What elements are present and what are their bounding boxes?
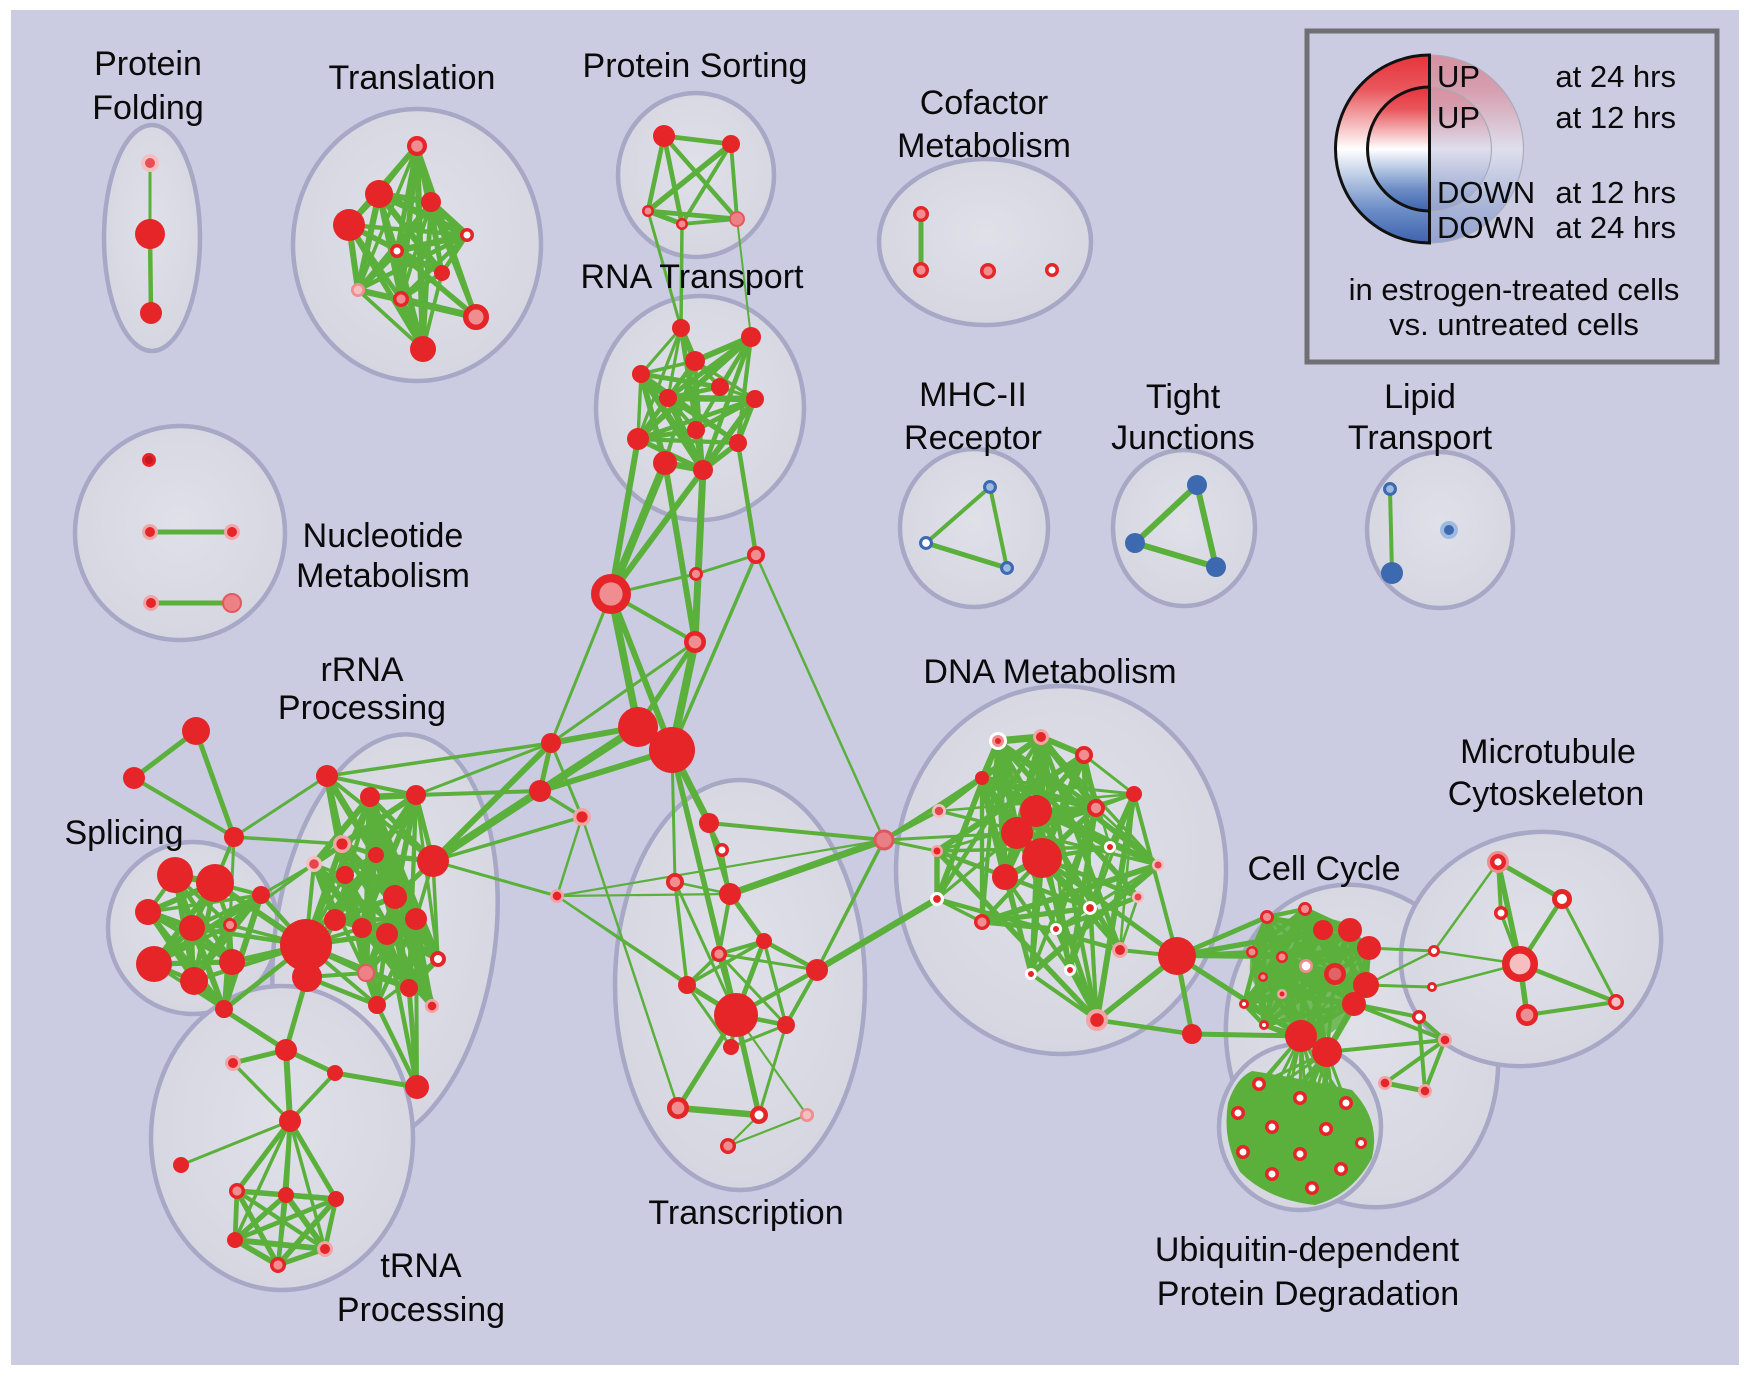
svg-text:Junctions: Junctions	[1111, 419, 1255, 457]
svg-text:Cytoskeleton: Cytoskeleton	[1448, 775, 1645, 813]
svg-text:Tight: Tight	[1146, 378, 1221, 416]
svg-text:DNA Metabolism: DNA Metabolism	[923, 653, 1176, 691]
svg-text:Lipid: Lipid	[1384, 378, 1456, 416]
svg-text:Metabolism: Metabolism	[897, 127, 1071, 165]
svg-text:UP: UP	[1437, 59, 1480, 94]
svg-text:Transcription: Transcription	[648, 1194, 843, 1232]
svg-text:DOWN: DOWN	[1437, 175, 1535, 210]
svg-text:UP: UP	[1437, 100, 1480, 135]
svg-text:Folding: Folding	[92, 89, 204, 127]
svg-text:Translation: Translation	[329, 59, 496, 97]
svg-text:Cofactor: Cofactor	[920, 84, 1049, 122]
svg-text:Protein: Protein	[94, 45, 202, 83]
svg-text:Metabolism: Metabolism	[296, 557, 470, 595]
svg-text:Processing: Processing	[337, 1291, 505, 1329]
svg-text:Protein Sorting: Protein Sorting	[583, 47, 808, 85]
svg-text:Ubiquitin-dependent: Ubiquitin-dependent	[1155, 1231, 1460, 1269]
svg-text:Microtubule: Microtubule	[1460, 733, 1636, 771]
svg-text:tRNA: tRNA	[380, 1247, 462, 1285]
svg-text:Transport: Transport	[1348, 419, 1493, 457]
svg-text:vs. untreated cells: vs. untreated cells	[1389, 307, 1639, 342]
svg-text:DOWN: DOWN	[1437, 210, 1535, 245]
svg-text:at 24 hrs: at 24 hrs	[1555, 59, 1676, 94]
svg-text:Nucleotide: Nucleotide	[303, 517, 464, 555]
svg-text:Processing: Processing	[278, 689, 446, 727]
svg-text:Cell Cycle: Cell Cycle	[1247, 850, 1400, 888]
svg-text:at 12 hrs: at 12 hrs	[1555, 175, 1676, 210]
svg-text:Splicing: Splicing	[64, 814, 183, 852]
svg-text:MHC-II: MHC-II	[919, 376, 1027, 414]
svg-text:rRNA: rRNA	[320, 651, 403, 689]
svg-text:Receptor: Receptor	[904, 419, 1042, 457]
svg-text:RNA Transport: RNA Transport	[581, 258, 805, 296]
svg-text:at 12 hrs: at 12 hrs	[1555, 100, 1676, 135]
svg-text:in estrogen-treated cells: in estrogen-treated cells	[1349, 272, 1680, 307]
svg-text:Protein Degradation: Protein Degradation	[1157, 1275, 1459, 1313]
svg-text:at 24 hrs: at 24 hrs	[1555, 210, 1676, 245]
